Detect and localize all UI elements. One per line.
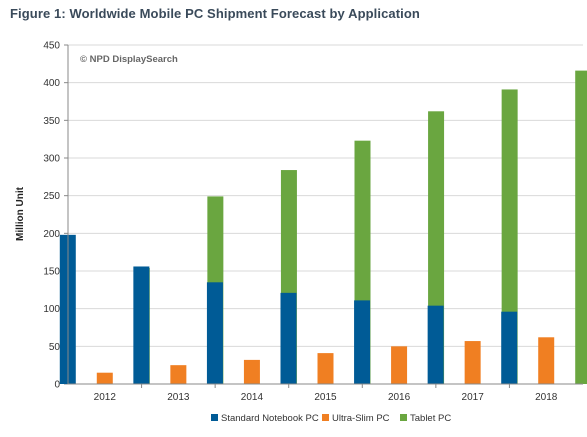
- x-tick-label: 2018: [535, 392, 558, 403]
- bars: [59, 70, 587, 385]
- bar-standard-notebook-pc-2018: [501, 311, 518, 384]
- y-tick-label: 150: [43, 267, 60, 278]
- bar-tablet-pc-2018: [575, 70, 587, 384]
- chart-title: Figure 1: Worldwide Mobile PC Shipment F…: [10, 6, 420, 21]
- y-tick-label: 450: [43, 41, 60, 52]
- bar-ultra-slim-pc-2018: [538, 337, 555, 384]
- legend-label-ultra-slim-pc: Ultra-Slim PC: [332, 413, 390, 424]
- bar-standard-notebook-pc-2016: [354, 300, 371, 384]
- y-axis-label: Million Unit: [15, 186, 26, 241]
- legend: Standard Notebook PC Ultra-Slim PC Tablet …: [211, 413, 451, 424]
- y-tick-label: 50: [49, 342, 61, 353]
- gridlines: [68, 44, 583, 347]
- bar-standard-notebook-pc-2015: [280, 292, 297, 384]
- legend-swatch-ultra-slim-pc: [322, 414, 329, 421]
- x-tick-label: 2017: [462, 392, 485, 403]
- bar-ultra-slim-pc-2015: [317, 353, 334, 384]
- bar-ultra-slim-pc-2017: [464, 341, 481, 384]
- y-tick-label: 300: [43, 154, 60, 165]
- y-tick-label: 350: [43, 116, 60, 127]
- y-tick-label: 0: [54, 380, 60, 391]
- x-tick-label: 2013: [167, 392, 190, 403]
- bar-standard-notebook-pc-2017: [427, 305, 444, 384]
- x-axis-ticks: 2012 2013 2014 2015 2016 2017 2018: [94, 384, 558, 403]
- x-tick-label: 2016: [388, 392, 411, 403]
- watermark-text: © NPD DisplaySearch: [80, 54, 178, 65]
- bar-ultra-slim-pc-2012: [96, 372, 113, 384]
- bar-ultra-slim-pc-2013: [170, 365, 187, 384]
- x-tick-label: 2014: [241, 392, 264, 403]
- bar-ultra-slim-pc-2016: [391, 346, 408, 384]
- x-tick-label: 2012: [94, 392, 117, 403]
- y-tick-label: 100: [43, 304, 60, 315]
- bar-standard-notebook-pc-2014: [206, 282, 223, 384]
- bar-tablet-pc-2017: [501, 89, 518, 385]
- legend-swatch-standard-notebook-pc: [211, 414, 218, 421]
- legend-label-tablet-pc: Tablet PC: [410, 413, 451, 424]
- y-tick-label: 400: [43, 78, 60, 89]
- legend-swatch-tablet-pc: [400, 414, 407, 421]
- y-tick-label: 250: [43, 191, 60, 202]
- x-tick-label: 2015: [314, 392, 337, 403]
- legend-label-standard-notebook-pc: Standard Notebook PC: [221, 413, 319, 424]
- y-tick-label: 200: [43, 229, 60, 240]
- bar-standard-notebook-pc-2013: [133, 266, 150, 384]
- bar-ultra-slim-pc-2014: [243, 359, 260, 384]
